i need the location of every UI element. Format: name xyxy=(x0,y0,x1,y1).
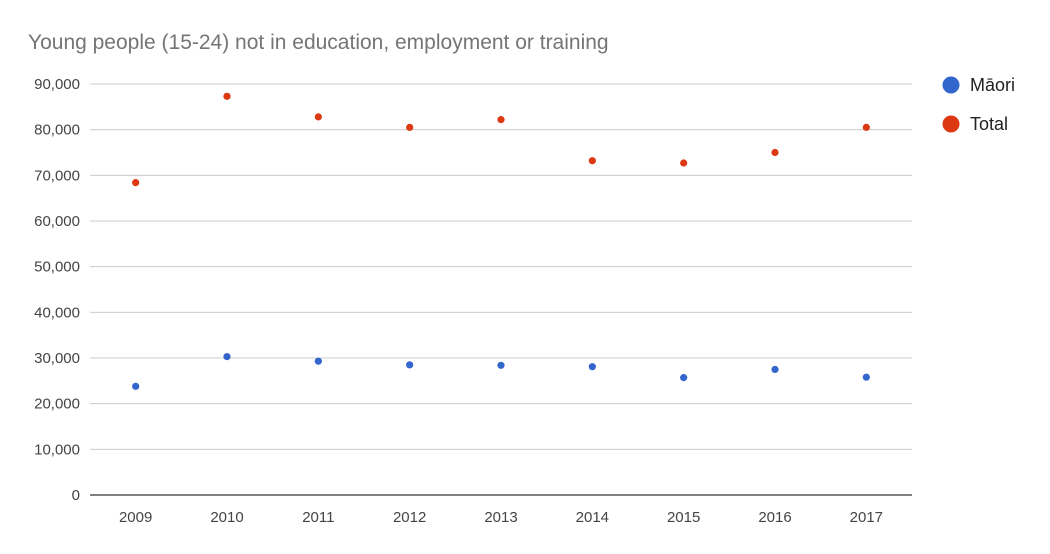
data-point[interactable] xyxy=(132,382,140,390)
chart-title: Young people (15-24) not in education, e… xyxy=(28,31,609,54)
x-tick-label: 2010 xyxy=(210,509,243,526)
data-point[interactable] xyxy=(862,123,870,131)
data-point[interactable] xyxy=(406,123,414,131)
x-tick-label: 2015 xyxy=(667,509,700,526)
x-tick-label: 2012 xyxy=(393,509,426,526)
y-tick-label: 10,000 xyxy=(34,441,80,458)
data-point[interactable] xyxy=(588,363,596,371)
series-maori xyxy=(132,353,870,390)
x-axis-ticks: 2009 2010 2011 2012 2013 2014 2015 2016 2017 xyxy=(119,509,883,526)
legend-marker-icon xyxy=(942,115,960,133)
data-point[interactable] xyxy=(314,357,322,365)
data-point[interactable] xyxy=(588,157,596,165)
legend-label: Māori xyxy=(970,75,1015,95)
data-point[interactable] xyxy=(223,353,231,361)
data-point[interactable] xyxy=(223,92,231,100)
legend-item[interactable]: Māori xyxy=(942,75,1016,95)
y-tick-label: 90,000 xyxy=(34,76,80,93)
data-point[interactable] xyxy=(771,148,779,157)
x-tick-label: 2013 xyxy=(484,509,517,526)
series-total xyxy=(132,92,870,187)
y-tick-label: 70,000 xyxy=(34,167,80,184)
x-tick-label: 2017 xyxy=(850,509,883,526)
y-tick-label: 30,000 xyxy=(34,350,80,367)
data-point[interactable] xyxy=(680,374,688,382)
data-points xyxy=(132,92,870,390)
y-tick-label: 60,000 xyxy=(34,213,80,230)
data-point[interactable] xyxy=(497,361,505,369)
x-tick-label: 2011 xyxy=(302,509,334,526)
data-point[interactable] xyxy=(406,361,414,369)
y-tick-label: 50,000 xyxy=(34,259,80,276)
y-tick-label: 0 xyxy=(72,487,80,504)
y-axis-ticks: 0 10,000 20,000 30,000 40,000 50,000 60,000 70,… xyxy=(34,76,80,504)
data-point[interactable] xyxy=(771,365,779,374)
data-point[interactable] xyxy=(862,373,870,381)
x-tick-label: 2016 xyxy=(758,509,791,526)
legend[interactable]: Māori Total xyxy=(942,75,1016,134)
legend-label: Total xyxy=(970,114,1008,134)
y-tick-label: 80,000 xyxy=(34,122,80,139)
data-point[interactable] xyxy=(314,113,322,121)
data-point[interactable] xyxy=(132,179,140,187)
legend-marker-icon xyxy=(942,76,960,94)
x-tick-label: 2014 xyxy=(576,509,609,526)
y-tick-label: 20,000 xyxy=(34,396,80,413)
y-tick-label: 40,000 xyxy=(34,304,80,321)
x-tick-label: 2009 xyxy=(119,509,152,526)
legend-item[interactable]: Total xyxy=(942,114,1009,134)
data-point[interactable] xyxy=(497,116,505,124)
gridlines xyxy=(90,83,912,450)
data-point[interactable] xyxy=(680,159,688,167)
